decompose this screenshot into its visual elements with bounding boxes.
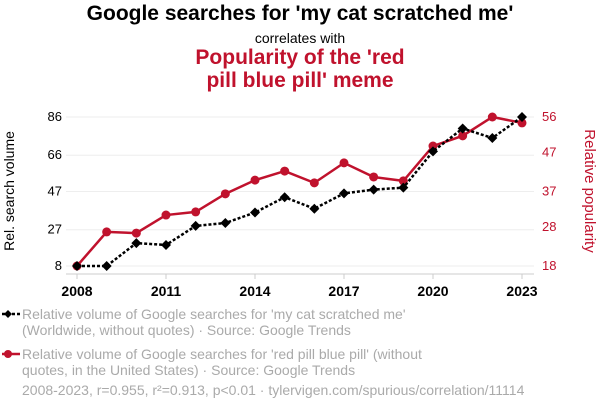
data-point-pill bbox=[161, 210, 171, 220]
series-line-cat bbox=[77, 115, 523, 268]
legend-diamond-icon bbox=[4, 310, 12, 318]
x-tick: 2008 bbox=[61, 283, 92, 299]
data-point-pill bbox=[191, 207, 201, 217]
data-point-pill bbox=[487, 112, 497, 122]
data-point-cat bbox=[279, 192, 290, 203]
data-point-cat bbox=[457, 123, 468, 134]
x-tick: 2014 bbox=[239, 283, 270, 299]
data-point-cat bbox=[161, 239, 171, 250]
correlates-with-label: correlates with bbox=[254, 30, 346, 46]
data-point-cat bbox=[398, 182, 409, 193]
data-point-cat bbox=[339, 188, 349, 199]
y-tick-left: 27 bbox=[48, 222, 62, 237]
data-point-cat bbox=[428, 146, 438, 157]
data-point-cat bbox=[487, 133, 498, 144]
legend-text: Relative volume of Google searches for '… bbox=[22, 306, 406, 338]
data-point-pill bbox=[517, 118, 527, 128]
data-point-cat bbox=[131, 238, 142, 249]
legend-item-cat: Relative volume of Google searches for '… bbox=[22, 306, 442, 338]
chart-title-2-text: Popularity of the 'red pill blue pill' m… bbox=[195, 46, 405, 92]
y-tick-right: 37 bbox=[542, 184, 556, 199]
y-tick-left: 8 bbox=[55, 258, 62, 273]
data-point-pill bbox=[309, 178, 319, 188]
y-tick-right: 18 bbox=[542, 258, 556, 273]
y-tick-left: 47 bbox=[48, 184, 62, 199]
y-axis-label-left: Rel. search volume bbox=[1, 131, 17, 251]
chart-title: Google searches for 'my cat scratched me… bbox=[86, 2, 514, 25]
legend-item-pill: Relative volume of Google searches for '… bbox=[22, 346, 442, 378]
y-tick-right: 56 bbox=[542, 109, 556, 124]
y-tick-left: 86 bbox=[48, 109, 62, 124]
data-point-pill bbox=[369, 172, 379, 182]
data-point-pill bbox=[220, 189, 230, 199]
x-tick: 2017 bbox=[328, 283, 359, 299]
y-tick-right: 47 bbox=[542, 144, 556, 159]
data-point-pill bbox=[102, 227, 112, 237]
y-tick-left: 66 bbox=[48, 147, 62, 162]
y-tick-right: 28 bbox=[542, 219, 556, 234]
legend-text: Relative volume of Google searches for '… bbox=[22, 346, 422, 378]
data-point-pill bbox=[458, 131, 468, 141]
data-point-cat bbox=[220, 218, 231, 229]
data-point-pill bbox=[280, 166, 290, 176]
legend-circle-icon bbox=[4, 350, 12, 358]
data-point-cat bbox=[368, 184, 379, 195]
y-axis-label-right: Relative popularity bbox=[581, 129, 598, 253]
data-point-pill bbox=[250, 175, 260, 185]
data-point-pill bbox=[339, 158, 349, 168]
data-point-cat bbox=[309, 203, 320, 214]
x-tick: 2023 bbox=[506, 283, 537, 299]
data-point-cat bbox=[517, 112, 527, 122]
footer-text: 2008-2023, r=0.955, r²=0.913, p<0.01 · t… bbox=[22, 382, 525, 398]
x-tick: 2020 bbox=[417, 283, 448, 299]
x-tick: 2011 bbox=[151, 283, 182, 299]
data-point-cat bbox=[72, 261, 82, 271]
data-point-cat bbox=[190, 220, 201, 231]
data-point-cat bbox=[250, 207, 260, 218]
chart-title-2: Popularity of the 'red pill blue pill' m… bbox=[0, 46, 600, 92]
data-point-cat bbox=[101, 261, 112, 271]
data-point-pill bbox=[131, 228, 141, 238]
